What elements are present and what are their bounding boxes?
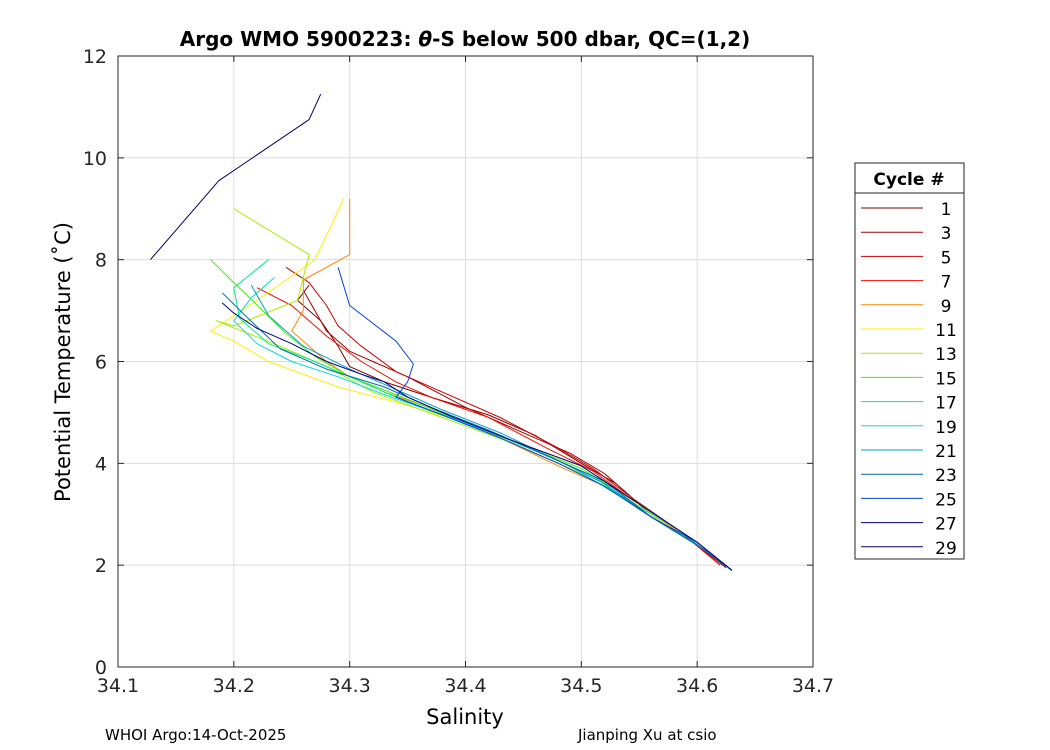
series-line-cycle-27 xyxy=(221,302,733,571)
y-tick-label: 6 xyxy=(95,352,107,374)
legend-label-cycle-19: 19 xyxy=(935,418,957,438)
legend-label-cycle-7: 7 xyxy=(941,273,952,293)
series-line-cycle-25 xyxy=(337,267,733,571)
series-line-cycle-15 xyxy=(210,259,698,543)
series-line-cycle-5 xyxy=(285,266,721,563)
legend-label-cycle-23: 23 xyxy=(935,466,957,486)
legend-label-cycle-21: 21 xyxy=(935,442,957,462)
x-tick-label: 34.5 xyxy=(560,675,602,697)
footer-left: WHOI Argo:14-Oct-2025 xyxy=(105,726,287,744)
legend-label-cycle-5: 5 xyxy=(941,248,952,268)
series-line-cycle-29 xyxy=(150,93,322,261)
x-tick-label: 34.4 xyxy=(444,675,486,697)
legend-label-cycle-17: 17 xyxy=(935,394,957,414)
x-tick-label: 34.7 xyxy=(792,675,834,697)
legend-title: Cycle # xyxy=(873,170,944,190)
y-tick-label: 2 xyxy=(95,555,107,577)
legend-label-cycle-25: 25 xyxy=(935,490,957,510)
legend-label-cycle-27: 27 xyxy=(935,515,957,535)
y-axis-label: Potential Temperature (˚C) xyxy=(51,222,75,502)
series-group xyxy=(150,93,733,571)
ticks: 34.1 34.2 34.3 34.4 34.5 34.6 34.7 0 2 4 6 8 10 12 xyxy=(83,46,834,697)
legend-label-cycle-29: 29 xyxy=(935,539,957,559)
y-tick-label: 0 xyxy=(95,657,107,679)
legend-box xyxy=(854,162,965,560)
legend-label-cycle-1: 1 xyxy=(941,200,952,220)
y-tick-label: 12 xyxy=(83,46,107,68)
x-tick-label: 34.3 xyxy=(329,675,371,697)
grid xyxy=(118,56,813,667)
x-axis-label: Salinity xyxy=(426,705,504,729)
chart-title: Argo WMO 5900223: θ-S below 500 dbar, QC… xyxy=(180,27,750,51)
x-tick-label: 34.2 xyxy=(213,675,255,697)
y-tick-label: 10 xyxy=(83,148,107,170)
legend-label-cycle-11: 11 xyxy=(935,321,957,341)
x-tick-label: 34.6 xyxy=(676,675,718,697)
y-tick-label: 8 xyxy=(95,250,107,272)
legend-label-cycle-15: 15 xyxy=(935,369,957,389)
footer-right: Jianping Xu at csio xyxy=(578,726,717,744)
legend-label-cycle-9: 9 xyxy=(941,297,952,317)
legend-label-cycle-3: 3 xyxy=(941,224,952,244)
legend-label-cycle-13: 13 xyxy=(935,345,957,365)
y-tick-label: 4 xyxy=(95,453,107,475)
x-tick-label: 34.1 xyxy=(97,675,139,697)
